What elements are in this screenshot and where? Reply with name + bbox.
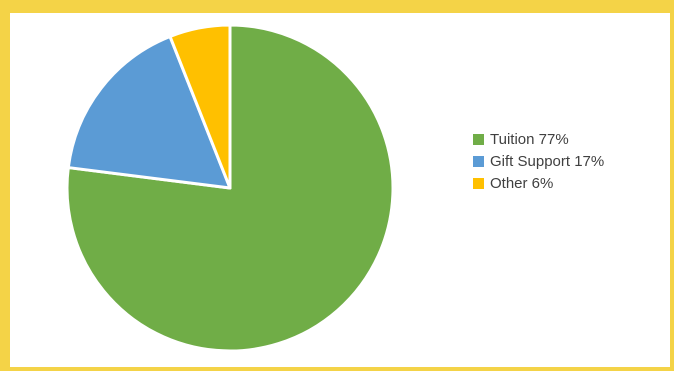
legend-label-other: Other 6% — [490, 174, 554, 192]
pie-slice-gift-support — [66, 34, 232, 190]
legend-item-other: Other 6% — [473, 174, 604, 192]
legend-swatch-tuition — [473, 133, 484, 145]
pie-slice-tuition — [65, 23, 395, 353]
legend-swatch-other — [473, 177, 484, 189]
chart-frame: Tuition 77% Gift Support 17% Other 6% — [10, 13, 670, 367]
legend-label-tuition: Tuition 77% — [490, 130, 569, 148]
legend-swatch-gift-support — [473, 155, 484, 167]
legend-item-gift-support: Gift Support 17% — [473, 152, 604, 170]
legend: Tuition 77% Gift Support 17% Other 6% — [473, 130, 604, 192]
legend-item-tuition: Tuition 77% — [473, 130, 604, 148]
legend-label-gift-support: Gift Support 17% — [490, 152, 605, 170]
pie-chart — [65, 23, 395, 353]
pie-slice-other — [168, 23, 232, 190]
